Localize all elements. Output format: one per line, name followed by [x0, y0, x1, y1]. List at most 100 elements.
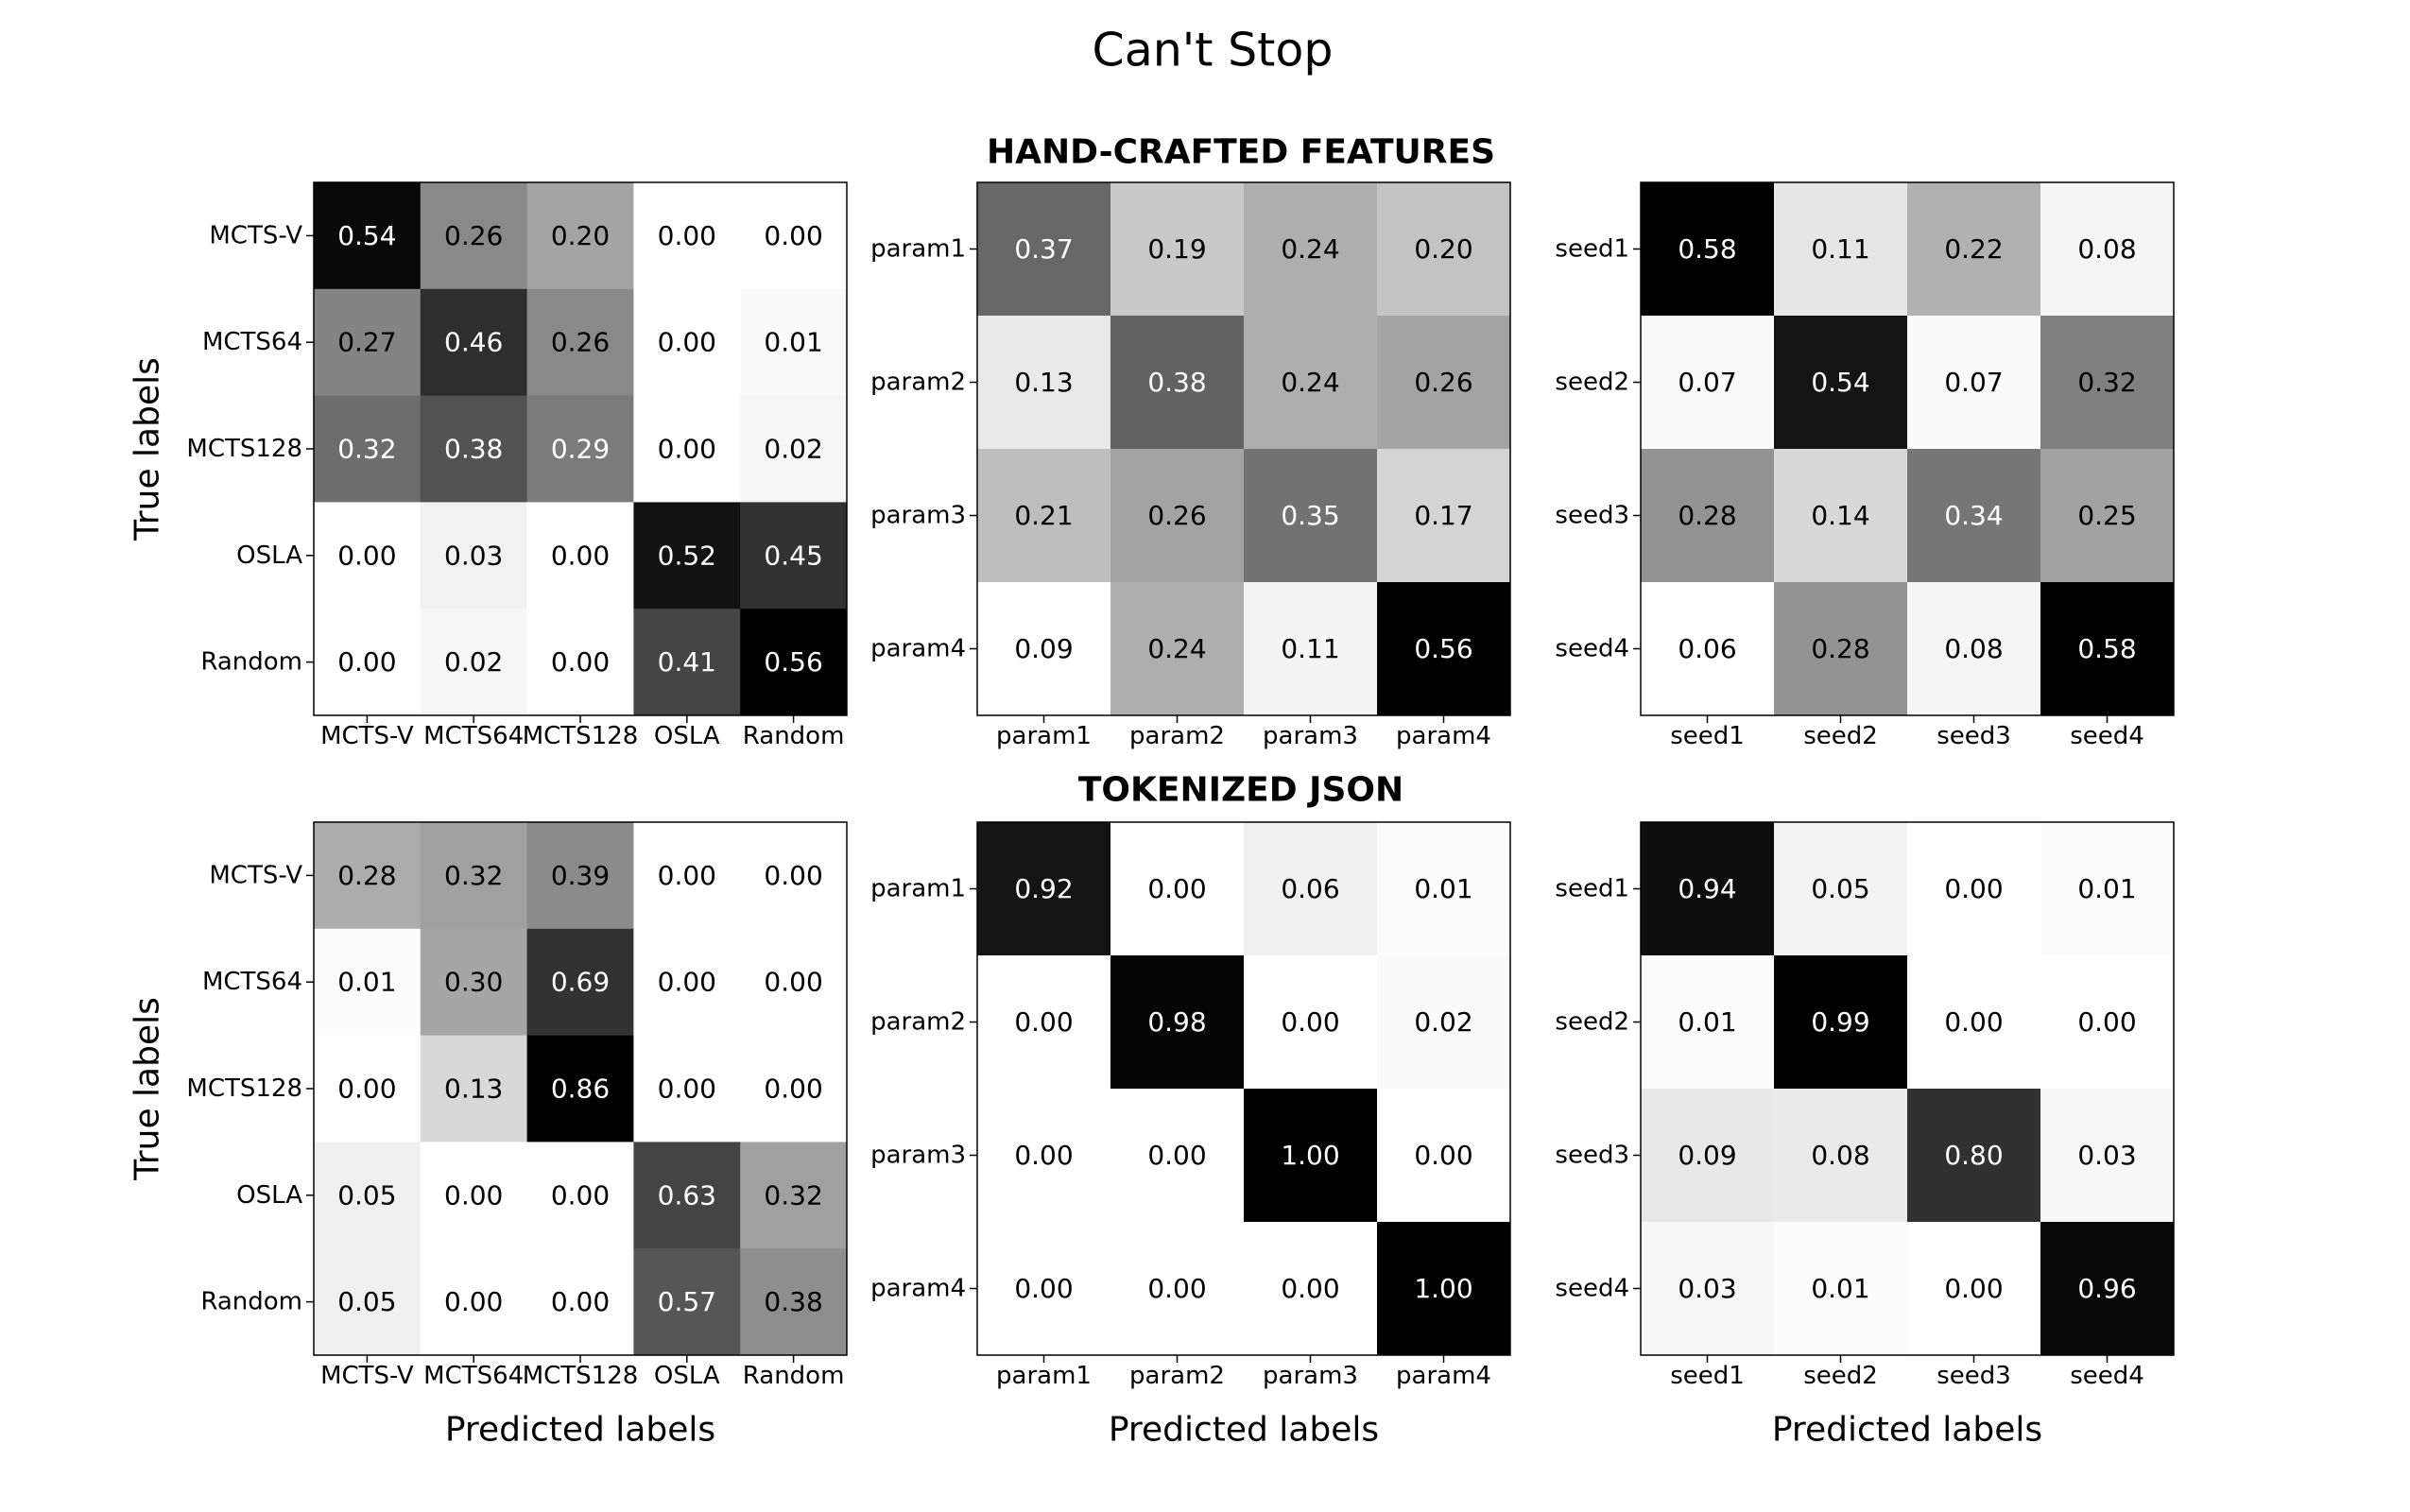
heatmap-cell — [740, 502, 848, 610]
heatmap-cell — [1110, 1222, 1245, 1356]
heatmap-cell — [740, 1142, 848, 1249]
heatmap-cell — [526, 395, 634, 503]
heatmap-cell — [1641, 182, 1775, 317]
cell-value-label: 0.25 — [2077, 500, 2136, 531]
heatmap-cell — [633, 1035, 741, 1143]
cell-value-label: 0.99 — [1811, 1006, 1869, 1038]
heatmap-cell — [977, 449, 1111, 583]
heatmap-panel: 0.54 0.26 0.20 0.00 0.00 0.27 0.46 0.26 0.00 0.01… — [129, 181, 848, 750]
heatmap-cell — [2040, 955, 2175, 1090]
cell-value-label: 0.00 — [551, 540, 610, 571]
heatmap-cell — [1907, 955, 2041, 1090]
cell-value-label: 0.00 — [1281, 1273, 1339, 1304]
heatmap-cell — [977, 955, 1111, 1090]
y-tick-label: param4 — [870, 1275, 966, 1303]
cell-value-label: 0.00 — [658, 860, 716, 891]
x-tick-label: MCTS64 — [423, 1362, 524, 1390]
cell-value-label: 0.00 — [1944, 1006, 2003, 1038]
heatmap-cell — [977, 1222, 1111, 1356]
heatmap-cell — [1377, 1222, 1511, 1356]
y-tick-label: param2 — [870, 1008, 966, 1037]
heatmap-cell — [633, 928, 741, 1037]
heatmap-cell — [1907, 822, 2041, 956]
y-tick-label: Random — [200, 1288, 302, 1316]
cell-value-label: 0.00 — [551, 646, 610, 678]
cell-value-label: 0.01 — [1678, 1006, 1736, 1038]
cell-value-label: 0.29 — [551, 434, 610, 465]
heatmap-cell — [977, 182, 1111, 317]
y-tick-label: MCTS-V — [209, 861, 302, 889]
heatmap-cell — [633, 395, 741, 503]
heatmap-cell — [740, 395, 848, 503]
heatmap-cell — [526, 1248, 634, 1356]
cell-value-label: 0.00 — [1147, 1273, 1206, 1304]
y-axis-title: True labels — [129, 357, 167, 541]
heatmap-cell — [1110, 1089, 1245, 1223]
heatmap-cell — [1377, 955, 1511, 1090]
heatmap-cell — [1377, 316, 1511, 450]
cell-value-label: 0.86 — [551, 1074, 610, 1105]
heatmap-cell — [2040, 316, 2175, 450]
cell-value-label: 0.00 — [658, 967, 716, 998]
heatmap-cell — [1641, 1222, 1775, 1356]
heatmap-cell — [633, 288, 741, 397]
cell-value-label: 0.21 — [1014, 500, 1073, 531]
cell-value-label: 0.00 — [337, 540, 396, 571]
heatmap-cell — [1774, 316, 1908, 450]
cell-value-label: 0.54 — [337, 220, 396, 251]
heatmap-cell — [633, 182, 741, 290]
y-tick-label: OSLA — [236, 541, 302, 570]
y-tick-label: seed1 — [1555, 235, 1629, 264]
heatmap-panels: 0.54 0.26 0.20 0.00 0.00 0.27 0.46 0.26 0.00 0.01… — [129, 181, 2175, 1450]
cell-value-label: 0.58 — [2077, 633, 2136, 664]
cell-value-label: 0.98 — [1147, 1006, 1206, 1038]
cell-value-label: 0.58 — [1678, 233, 1736, 265]
cell-value-label: 0.32 — [2077, 367, 2136, 398]
cell-value-label: 0.00 — [2077, 1006, 2136, 1038]
cell-value-label: 0.26 — [551, 327, 610, 358]
x-tick-label: seed1 — [1670, 1362, 1745, 1390]
cell-value-label: 0.05 — [1811, 873, 1869, 904]
cell-value-label: 0.34 — [1944, 500, 2003, 531]
x-tick-label: MCTS128 — [523, 1362, 639, 1390]
x-tick-label: Random — [743, 1362, 845, 1390]
cell-value-label: 0.11 — [1811, 233, 1869, 265]
heatmap-cell — [526, 1142, 634, 1249]
heatmap-cell — [314, 395, 422, 503]
cell-value-label: 0.00 — [337, 646, 396, 678]
cell-value-label: 0.00 — [764, 1074, 822, 1105]
cell-value-label: 0.02 — [1414, 1006, 1472, 1038]
heatmap-cell — [1110, 316, 1245, 450]
cell-value-label: 0.24 — [1281, 233, 1339, 265]
heatmap-cell — [1774, 582, 1908, 716]
heatmap-cell — [314, 182, 422, 290]
heatmap-cell — [420, 1248, 528, 1356]
x-tick-label: MCTS64 — [423, 722, 524, 750]
x-tick-label: seed1 — [1670, 722, 1745, 750]
x-axis-title: Predicted labels — [1109, 1411, 1379, 1450]
heatmap-cell — [740, 288, 848, 397]
y-tick-label: param1 — [870, 235, 966, 264]
y-tick-label: seed2 — [1555, 1008, 1629, 1037]
cell-value-label: 0.69 — [551, 967, 610, 998]
row-title-tokenized: TOKENIZED JSON — [1078, 771, 1403, 810]
heatmap-cell — [977, 822, 1111, 956]
heatmap-cell — [1377, 822, 1511, 956]
heatmap-cell — [1907, 182, 2041, 317]
cell-value-label: 0.08 — [1944, 633, 2003, 664]
y-tick-label: seed3 — [1555, 502, 1629, 530]
y-tick-label: param3 — [870, 1142, 966, 1170]
heatmap-cell — [526, 609, 634, 716]
cell-value-label: 0.00 — [1147, 873, 1206, 904]
heatmap-cell — [1377, 182, 1511, 317]
cell-value-label: 0.28 — [337, 860, 396, 891]
cell-value-label: 0.22 — [1944, 233, 2003, 265]
heatmap-cell — [2040, 182, 2175, 317]
heatmap-cell — [1244, 955, 1378, 1090]
heatmap-cell — [633, 1248, 741, 1356]
cell-value-label: 0.35 — [1281, 500, 1339, 531]
cell-value-label: 0.26 — [1414, 367, 1472, 398]
heatmap-cell — [1641, 449, 1775, 583]
x-tick-label: seed3 — [1937, 1362, 2011, 1390]
heatmap-cell — [314, 928, 422, 1037]
